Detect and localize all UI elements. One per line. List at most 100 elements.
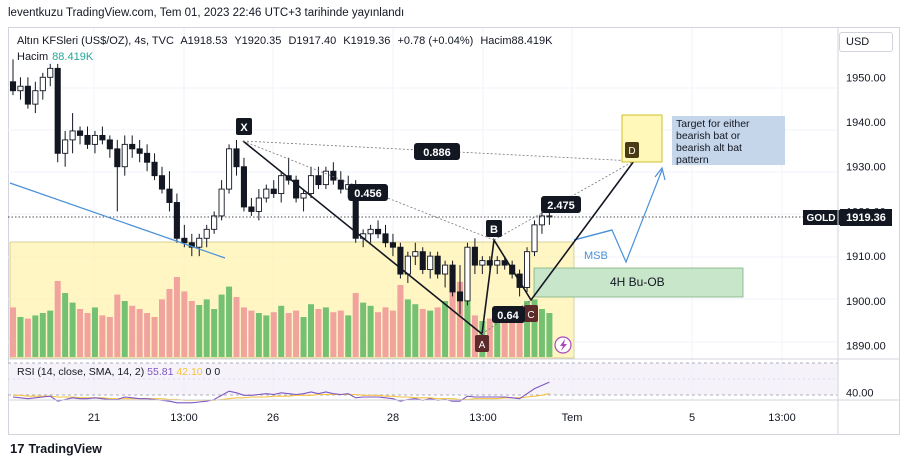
candle[interactable] bbox=[121, 135, 128, 176]
candle[interactable] bbox=[494, 256, 501, 275]
candle[interactable] bbox=[531, 220, 538, 257]
candle[interactable] bbox=[233, 139, 240, 176]
candle[interactable] bbox=[389, 233, 397, 257]
candle[interactable] bbox=[166, 171, 173, 212]
candle[interactable] bbox=[464, 242, 471, 306]
msb-label[interactable]: MSB bbox=[584, 250, 608, 262]
time-axis[interactable]: 21 13:00 26 28 13:00 Tem 5 13:00 bbox=[88, 412, 796, 424]
candle[interactable] bbox=[263, 184, 270, 203]
candle[interactable] bbox=[382, 224, 389, 248]
svg-text:0.886: 0.886 bbox=[423, 147, 451, 159]
ratio-xb-label[interactable]: 0.456 bbox=[348, 184, 388, 201]
candle[interactable] bbox=[158, 166, 166, 194]
candle[interactable] bbox=[337, 171, 344, 194]
candle[interactable] bbox=[471, 238, 478, 275]
candle[interactable] bbox=[173, 193, 180, 243]
volume-bar bbox=[308, 304, 314, 357]
volume-bar bbox=[166, 289, 173, 357]
candle[interactable] bbox=[322, 166, 329, 190]
candle[interactable] bbox=[367, 224, 374, 243]
footer-brand[interactable]: 17 TradingView bbox=[10, 441, 102, 456]
candle[interactable] bbox=[293, 175, 300, 203]
candle[interactable] bbox=[225, 144, 233, 194]
candle[interactable] bbox=[524, 247, 531, 292]
volume-bar bbox=[389, 310, 396, 357]
volume-bar bbox=[62, 293, 69, 357]
rsi-sma-value: 42.10 bbox=[176, 366, 203, 378]
candle[interactable] bbox=[248, 198, 255, 216]
candle[interactable] bbox=[218, 180, 225, 221]
candle[interactable] bbox=[84, 126, 91, 149]
candle[interactable] bbox=[196, 233, 203, 257]
candle[interactable] bbox=[285, 157, 292, 185]
candle[interactable] bbox=[91, 130, 98, 154]
candle[interactable] bbox=[240, 157, 248, 212]
candle[interactable] bbox=[300, 189, 307, 212]
point-a-label[interactable]: A bbox=[475, 335, 489, 352]
candle[interactable] bbox=[114, 139, 121, 212]
candle[interactable] bbox=[54, 63, 61, 163]
candle[interactable] bbox=[24, 77, 31, 109]
candle[interactable] bbox=[412, 242, 419, 266]
candle[interactable] bbox=[136, 139, 143, 163]
candle[interactable] bbox=[419, 247, 426, 275]
candle[interactable] bbox=[270, 180, 277, 199]
volume-bar bbox=[248, 310, 255, 357]
candle[interactable] bbox=[129, 135, 136, 158]
candle[interactable] bbox=[106, 135, 113, 158]
candle[interactable] bbox=[434, 251, 441, 279]
ratio-ac-label[interactable]: 0.64 bbox=[492, 306, 525, 323]
symbol-name[interactable]: Altın KFSleri (US$/OZ), 4s, TVC bbox=[17, 35, 174, 47]
price-tick: 1900.00 bbox=[846, 296, 886, 308]
volume-legend[interactable]: Hacim 88.419K bbox=[17, 51, 93, 63]
candle[interactable] bbox=[47, 63, 54, 87]
target-note[interactable]: Target for either bearish bat or bearish… bbox=[672, 116, 785, 166]
candle[interactable] bbox=[151, 153, 158, 181]
candle[interactable] bbox=[456, 265, 464, 315]
svg-text:bearish bat or: bearish bat or bbox=[676, 130, 741, 142]
volume-bar bbox=[501, 320, 508, 357]
volume-bar bbox=[471, 315, 478, 357]
point-c-label[interactable]: C bbox=[524, 305, 538, 322]
xb-line bbox=[242, 140, 495, 241]
candle[interactable] bbox=[278, 171, 285, 203]
ratio-xd-label[interactable]: 0.886 bbox=[414, 143, 460, 160]
rsi-legend[interactable]: RSI (14, close, SMA, 14, 2) 55.81 42.10 … bbox=[17, 366, 220, 378]
candle[interactable] bbox=[9, 59, 17, 96]
candle[interactable] bbox=[32, 81, 39, 114]
volume-bar bbox=[17, 317, 24, 357]
point-b-label[interactable]: B bbox=[486, 220, 502, 237]
candle[interactable] bbox=[255, 189, 262, 221]
price-axis[interactable]: 1950.001940.001930.001920.001910.001900.… bbox=[846, 72, 886, 352]
candle[interactable] bbox=[144, 144, 151, 172]
point-d-label[interactable]: D bbox=[621, 114, 663, 163]
bullish-order-block[interactable] bbox=[533, 267, 744, 298]
candle[interactable] bbox=[397, 242, 404, 279]
candle[interactable] bbox=[62, 130, 69, 167]
candle[interactable] bbox=[427, 251, 434, 279]
volume-bars bbox=[10, 277, 553, 357]
candle[interactable] bbox=[69, 113, 76, 154]
ratio-bd-label[interactable]: 2.475 bbox=[541, 196, 581, 213]
candle[interactable] bbox=[375, 220, 382, 239]
point-x-label[interactable]: X bbox=[236, 118, 252, 135]
trend-line[interactable] bbox=[9, 182, 226, 259]
candle[interactable] bbox=[449, 260, 456, 297]
event-icon[interactable] bbox=[554, 336, 572, 354]
candle[interactable] bbox=[479, 256, 486, 275]
candle[interactable] bbox=[17, 77, 24, 100]
candle[interactable] bbox=[442, 260, 449, 288]
candle[interactable] bbox=[99, 126, 106, 145]
candle[interactable] bbox=[315, 166, 322, 190]
candle[interactable] bbox=[307, 166, 315, 199]
price-tick: 1890.00 bbox=[846, 341, 886, 353]
currency-button[interactable]: USD bbox=[839, 32, 893, 52]
candle[interactable] bbox=[39, 72, 46, 100]
candle[interactable] bbox=[76, 126, 84, 145]
volume-bar bbox=[188, 301, 195, 357]
candle[interactable] bbox=[546, 211, 553, 225]
candle[interactable] bbox=[330, 162, 337, 185]
candle[interactable] bbox=[203, 224, 210, 248]
candle[interactable] bbox=[211, 211, 218, 234]
